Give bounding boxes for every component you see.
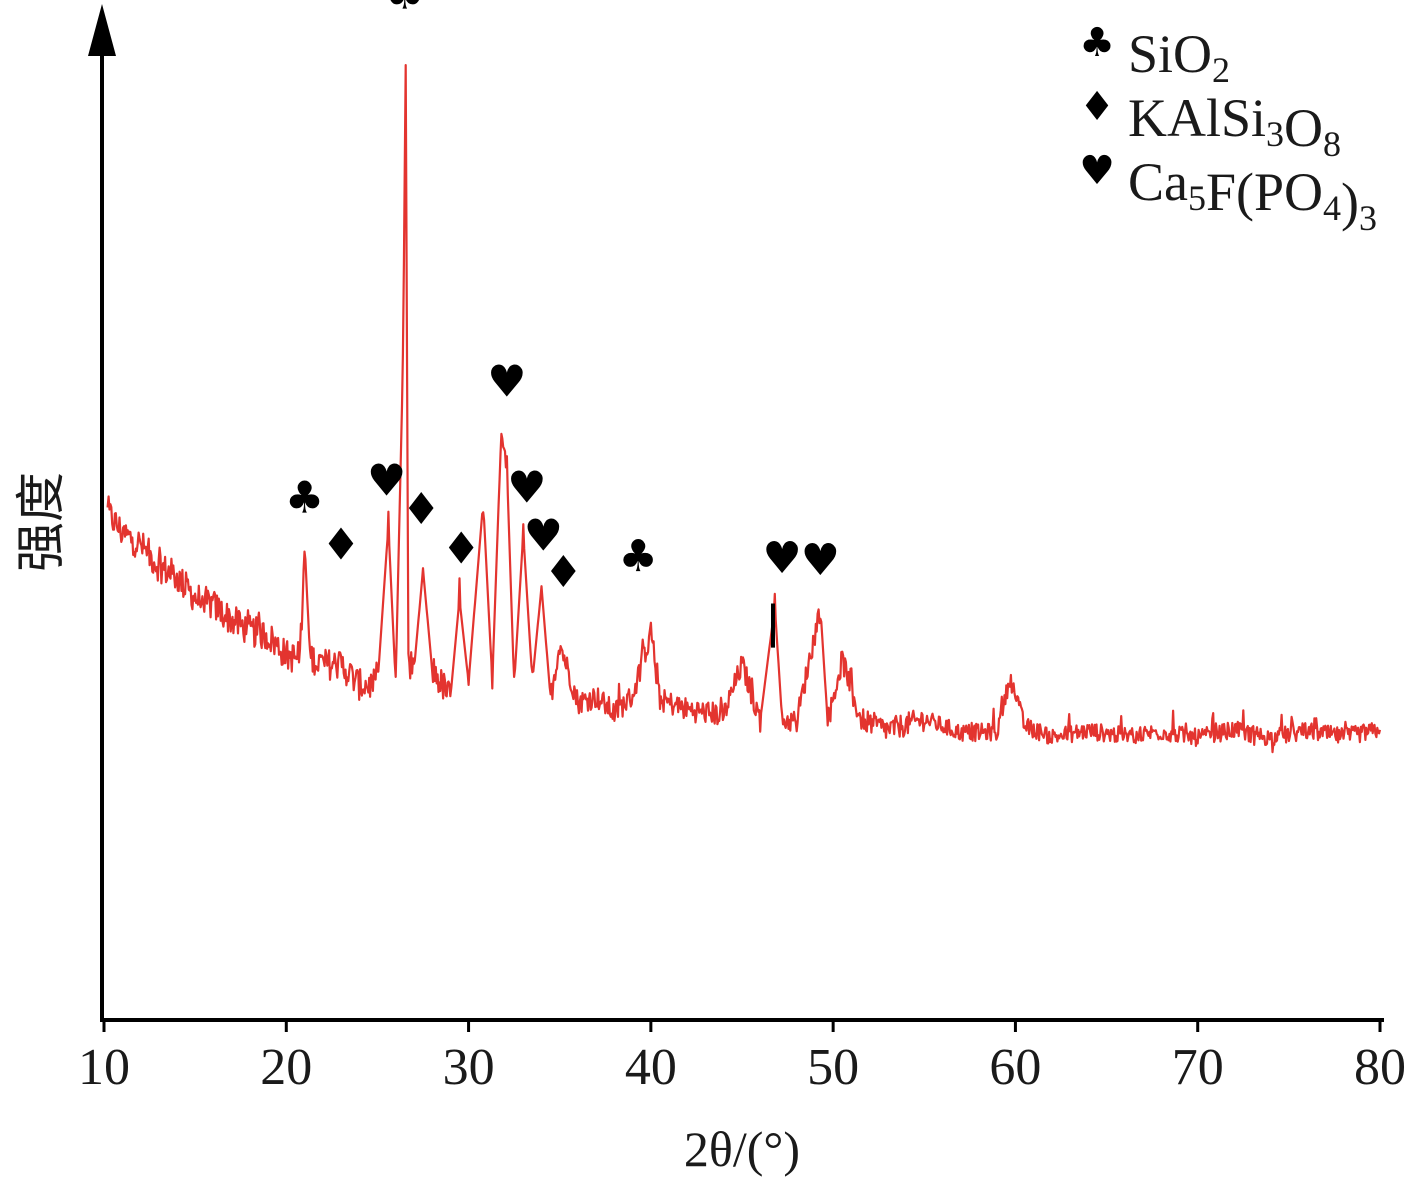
heart-marker-icon: ♥ — [524, 511, 563, 562]
legend-label: Ca5F(PO4)3 — [1128, 152, 1377, 238]
data-layer — [106, 63, 1382, 754]
club-marker-icon: ♣ — [618, 531, 657, 582]
series-line — [106, 63, 1382, 754]
heart-marker-icon: ♥ — [801, 535, 840, 586]
x-tick-label: 60 — [989, 1039, 1041, 1096]
x-tick-label: 70 — [1172, 1039, 1224, 1096]
club-marker-icon: ♣ — [285, 472, 324, 523]
heart-legend-icon: ♥ — [1079, 148, 1115, 194]
heart-marker-icon: ♥ — [367, 456, 406, 507]
x-tick-label: 10 — [78, 1039, 130, 1096]
legend-label: SiO2 — [1128, 24, 1230, 90]
club-legend-icon: ♣ — [1079, 20, 1115, 66]
x-tick-label: 30 — [443, 1039, 495, 1096]
diamond-marker-icon: ♦ — [544, 547, 583, 598]
x-tick-label: 20 — [260, 1039, 312, 1096]
diamond-marker-icon: ♦ — [321, 519, 360, 570]
diamond-marker-icon: ♦ — [401, 484, 440, 535]
axes — [88, 4, 1384, 1022]
peak-markers: ♣♦♥♦♣♦♥♥♥♦♣♥♥ — [285, 0, 840, 598]
diamond-legend-icon: ♦ — [1079, 84, 1115, 130]
heart-marker-icon: ♥ — [762, 533, 801, 584]
y-axis-arrow-icon — [88, 4, 116, 56]
heart-marker-icon: ♥ — [507, 463, 546, 514]
heart-marker-icon: ♥ — [487, 357, 526, 408]
diamond-marker-icon: ♦ — [442, 523, 481, 574]
club-marker-icon: ♣ — [385, 0, 424, 20]
y-axis-title: 强度 — [13, 472, 69, 572]
x-tick-label: 40 — [625, 1039, 677, 1096]
x-tick-label: 80 — [1354, 1039, 1406, 1096]
x-axis-title: 2θ/(°) — [684, 1121, 800, 1177]
legend-label: KAlSi3O8 — [1128, 88, 1341, 164]
x-tick-label: 50 — [807, 1039, 859, 1096]
legend: ♣ SiO2 ♦ KAlSi3O8 ♥ Ca5F(PO4)3 — [1079, 20, 1377, 238]
x-ticks: 10 20 30 40 50 60 70 80 — [78, 1020, 1406, 1096]
